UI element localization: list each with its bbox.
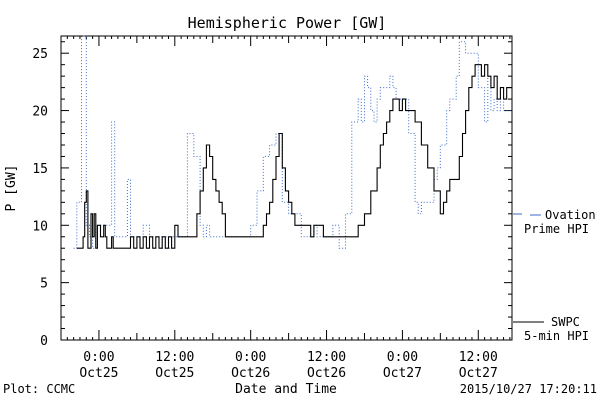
legend-ovation-label-line2: Prime HPI — [524, 222, 589, 236]
swpc-series — [76, 64, 512, 249]
plot-area-frame — [60, 35, 513, 341]
y-axis-label: P [GW] — [4, 165, 19, 212]
x-tick-label-time: 0:00 — [387, 350, 418, 365]
chart-title: Hemispheric Power [GW] — [188, 14, 387, 32]
legend-swpc-label-line2: 5-min HPI — [524, 329, 589, 343]
legend: Ovation Prime HPI SWPC 5-min HPI — [513, 208, 596, 343]
footer-credit: Plot: CCMC — [3, 382, 75, 396]
swpc-hpi-line — [76, 64, 512, 249]
x-tick-label-date: Oct26 — [307, 366, 346, 381]
x-tick-label-time: 0:00 — [235, 350, 266, 365]
x-axis: 0:00Oct2512:00Oct250:00Oct2612:00Oct260:… — [60, 36, 511, 381]
x-tick-label-date: Oct27 — [459, 366, 498, 381]
x-tick-label-time: 12:00 — [155, 350, 194, 365]
y-tick-label: 15 — [32, 162, 48, 177]
ovation-prime-hpi-line — [73, 35, 512, 249]
y-tick-label: 25 — [32, 47, 48, 62]
x-axis-label: Date and Time — [235, 382, 337, 397]
y-tick-label: 20 — [32, 105, 48, 120]
x-tick-label-date: Oct25 — [155, 366, 194, 381]
y-tick-label: 10 — [32, 219, 48, 234]
y-tick-label: 5 — [40, 277, 48, 292]
x-tick-label-time: 0:00 — [83, 350, 114, 365]
legend-swpc-label-line1: SWPC — [551, 315, 580, 329]
x-tick-label-date: Oct26 — [231, 366, 270, 381]
x-tick-label-time: 12:00 — [459, 350, 498, 365]
footer-timestamp: 2015/10/27 17:20:11 — [460, 382, 597, 396]
y-axis: 0 5 10 15 20 25 — [32, 41, 512, 349]
legend-ovation-label-line1: Ovation — [545, 208, 596, 222]
y-tick-label: 0 — [40, 334, 48, 349]
x-tick-label-time: 12:00 — [307, 350, 346, 365]
ovation-prime-series — [73, 35, 512, 249]
x-tick-label-date: Oct27 — [383, 366, 422, 381]
x-tick-label-date: Oct25 — [79, 366, 118, 381]
